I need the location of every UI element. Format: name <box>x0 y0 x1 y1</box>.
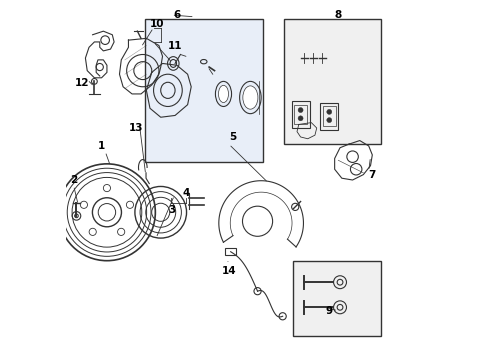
Text: 1: 1 <box>98 141 105 151</box>
Text: 4: 4 <box>182 188 190 198</box>
Text: 8: 8 <box>335 10 342 20</box>
Text: 5: 5 <box>229 132 236 142</box>
Text: 13: 13 <box>128 123 143 133</box>
Ellipse shape <box>243 86 258 109</box>
Text: 10: 10 <box>150 19 164 29</box>
Text: 12: 12 <box>74 78 89 88</box>
Circle shape <box>327 118 332 123</box>
Ellipse shape <box>219 85 228 103</box>
Text: 3: 3 <box>168 206 175 216</box>
Text: 2: 2 <box>70 175 77 185</box>
Bar <box>294 105 307 125</box>
Text: 9: 9 <box>326 306 333 316</box>
Bar <box>292 101 310 128</box>
Text: 14: 14 <box>221 266 236 276</box>
Bar <box>225 248 236 255</box>
Circle shape <box>298 116 303 121</box>
Text: 11: 11 <box>168 41 182 50</box>
Circle shape <box>327 109 332 114</box>
Text: 7: 7 <box>368 170 376 180</box>
Bar <box>320 103 338 130</box>
Bar <box>145 19 263 162</box>
Text: 6: 6 <box>173 10 180 20</box>
Bar <box>285 19 381 144</box>
Bar <box>294 261 381 336</box>
Bar <box>323 107 336 126</box>
Circle shape <box>298 108 303 113</box>
